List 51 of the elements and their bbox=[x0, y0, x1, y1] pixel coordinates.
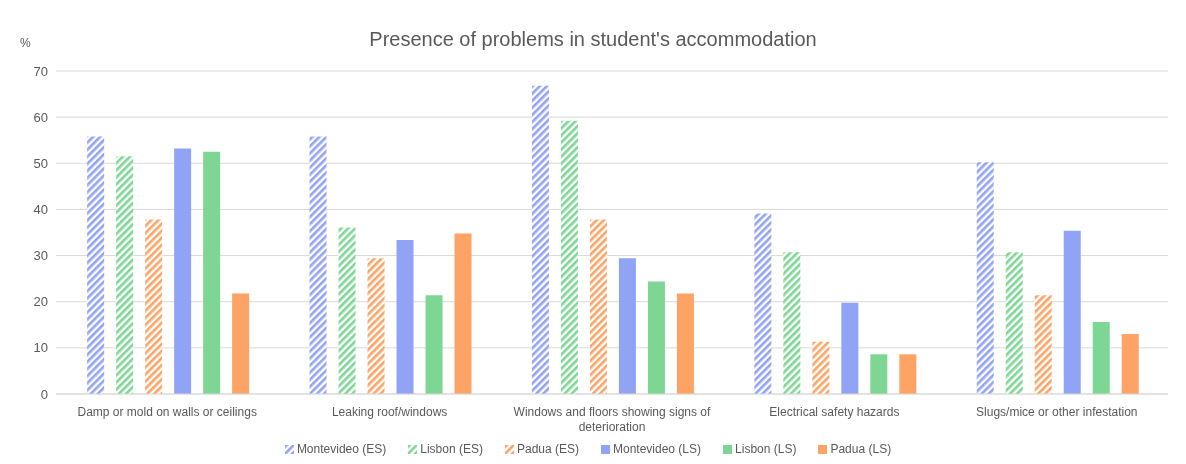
bar bbox=[812, 341, 830, 394]
legend-label: Montevideo (LS) bbox=[612, 442, 702, 456]
bar bbox=[87, 136, 105, 394]
bar bbox=[145, 219, 163, 394]
bar bbox=[367, 258, 385, 394]
x-tick-label: Leaking roof/windows bbox=[331, 405, 448, 419]
bar bbox=[976, 162, 994, 394]
y-tick-label: 50 bbox=[33, 155, 48, 171]
bar bbox=[1005, 252, 1023, 394]
bar bbox=[783, 252, 801, 394]
bar bbox=[203, 151, 221, 394]
bar bbox=[1092, 322, 1110, 394]
x-tick-label: Windows and floors showing signs of deterioration bbox=[513, 405, 712, 434]
y-tick-label: 30 bbox=[33, 248, 48, 264]
y-tick-label: 60 bbox=[33, 109, 48, 125]
bar bbox=[232, 293, 250, 394]
bar bbox=[589, 219, 607, 394]
bar bbox=[899, 354, 917, 394]
bar bbox=[647, 281, 665, 394]
bar bbox=[841, 302, 859, 394]
bar bbox=[338, 227, 356, 394]
bar bbox=[425, 295, 443, 394]
bar bbox=[1034, 295, 1052, 394]
bar bbox=[116, 156, 134, 394]
bar bbox=[1121, 334, 1139, 394]
y-axis-title: % bbox=[20, 36, 31, 50]
x-tick-label: Damp or mold on walls or ceilings bbox=[77, 405, 257, 419]
bar bbox=[174, 148, 192, 394]
bar bbox=[676, 293, 694, 394]
x-tick-label: Electrical safety hazards bbox=[769, 405, 900, 419]
bar bbox=[560, 120, 578, 394]
y-tick-label: 40 bbox=[33, 202, 48, 218]
chart-title: Presence of problems in student's accommodation bbox=[369, 28, 817, 50]
bar bbox=[870, 354, 888, 394]
legend-label: Padua (LS) bbox=[829, 442, 892, 456]
bar bbox=[618, 258, 636, 394]
x-tick-label: Slugs/mice or other infestation bbox=[976, 405, 1138, 419]
legend-label: Montevideo (ES) bbox=[295, 442, 387, 456]
bar bbox=[396, 239, 414, 394]
bar bbox=[531, 85, 549, 394]
y-tick-label: 70 bbox=[33, 63, 48, 79]
bar bbox=[1063, 230, 1081, 394]
bar bbox=[754, 213, 772, 394]
y-tick-label: 20 bbox=[33, 294, 48, 310]
bar bbox=[454, 233, 472, 394]
legend-label: Padua (ES) bbox=[515, 442, 579, 456]
y-tick-label: 10 bbox=[33, 340, 48, 356]
legend-label: Lisbon (LS) bbox=[734, 442, 797, 456]
legend-label: Lisbon (ES) bbox=[419, 442, 483, 456]
bar bbox=[309, 136, 327, 394]
y-tick-label: 0 bbox=[40, 386, 48, 402]
